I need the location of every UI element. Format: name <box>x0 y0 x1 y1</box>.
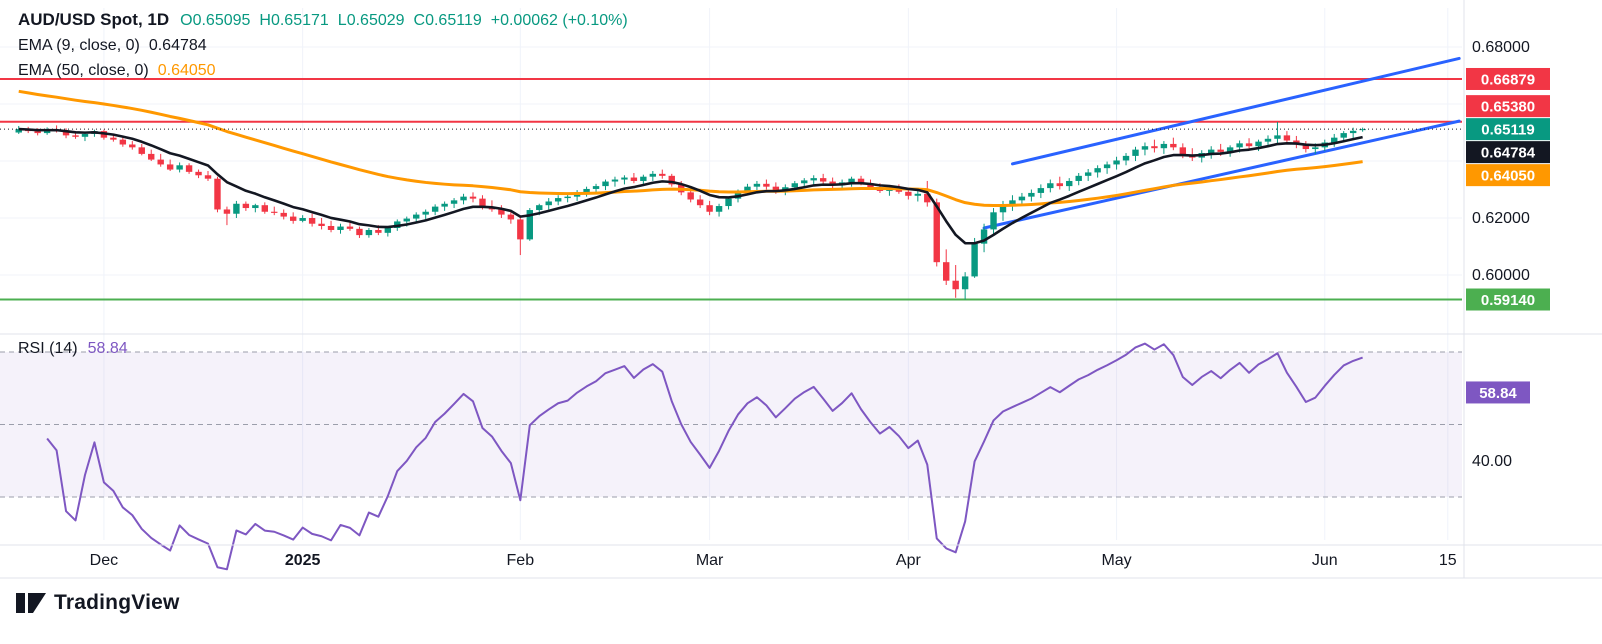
horizontal-levels[interactable] <box>0 77 1462 301</box>
svg-text:40.00: 40.00 <box>1472 453 1512 470</box>
ohlc-close: C0.65119 <box>413 12 482 29</box>
svg-text:Dec: Dec <box>90 552 118 569</box>
rsi-value: 58.84 <box>87 340 128 357</box>
svg-text:58.84: 58.84 <box>1479 385 1517 402</box>
svg-text:0.65119: 0.65119 <box>1481 122 1534 139</box>
svg-text:Feb: Feb <box>507 552 535 569</box>
ema50-row[interactable]: EMA (50, close, 0) 0.64050 <box>18 62 628 80</box>
svg-text:0.66879: 0.66879 <box>1481 71 1535 88</box>
svg-text:May: May <box>1101 552 1131 569</box>
svg-text:0.60000: 0.60000 <box>1472 267 1530 284</box>
ema50-line[interactable] <box>18 89 1363 208</box>
ohlc-low: L0.65029 <box>337 12 405 29</box>
ema9-row[interactable]: EMA (9, close, 0) 0.64784 <box>18 37 628 55</box>
ema50-value: 0.64050 <box>157 62 216 79</box>
trendlines[interactable] <box>982 56 1461 230</box>
svg-text:2025: 2025 <box>285 552 321 569</box>
tradingview-logo-icon <box>16 593 46 613</box>
svg-text:15: 15 <box>1439 552 1457 569</box>
price-axis[interactable]: 0.68000 0.62000 0.60000 40.00 <box>1472 39 1530 470</box>
time-axis[interactable]: Dec 2025 Feb Mar Apr May Jun 15 <box>90 552 1457 569</box>
tradingview-brand[interactable]: TradingView <box>16 590 180 616</box>
svg-text:Mar: Mar <box>696 552 724 569</box>
ema9-line[interactable] <box>18 127 1363 245</box>
ema50-label: EMA (50, close, 0) <box>18 62 149 79</box>
grid-lines <box>0 8 1462 540</box>
rsi-legend[interactable]: RSI (14) 58.84 <box>18 340 128 358</box>
svg-text:0.68000: 0.68000 <box>1472 39 1530 56</box>
ema9-value: 0.64784 <box>148 37 207 54</box>
tradingview-brand-name: TradingView <box>54 591 180 614</box>
pane-separators <box>0 0 1602 579</box>
ema9-label: EMA (9, close, 0) <box>18 37 140 54</box>
ohlc-high: H0.65171 <box>259 12 329 29</box>
candlesticks <box>15 121 1366 300</box>
svg-text:Apr: Apr <box>896 552 922 569</box>
svg-text:0.64050: 0.64050 <box>1481 168 1535 185</box>
ohlc-change: +0.00062 (+0.10%) <box>490 12 628 29</box>
symbol-title[interactable]: AUD/USD Spot, 1D <box>18 10 170 29</box>
svg-text:0.65380: 0.65380 <box>1481 99 1535 116</box>
price-badges: 0.66879 0.65380 0.65119 0.64784 0.64050 0.591… <box>1466 67 1550 404</box>
symbol-row[interactable]: AUD/USD Spot, 1D O0.65095 H0.65171 L0.65… <box>18 10 628 30</box>
svg-text:Jun: Jun <box>1312 552 1338 569</box>
rsi-line <box>46 342 1363 571</box>
rsi-label: RSI (14) <box>18 340 78 357</box>
svg-text:0.64784: 0.64784 <box>1481 145 1536 162</box>
chart-legend: AUD/USD Spot, 1D O0.65095 H0.65171 L0.65… <box>18 10 628 87</box>
svg-text:0.59140: 0.59140 <box>1481 292 1535 309</box>
rsi-band <box>0 351 1462 498</box>
svg-text:0.62000: 0.62000 <box>1472 210 1530 227</box>
ohlc-open: O0.65095 <box>180 12 251 29</box>
